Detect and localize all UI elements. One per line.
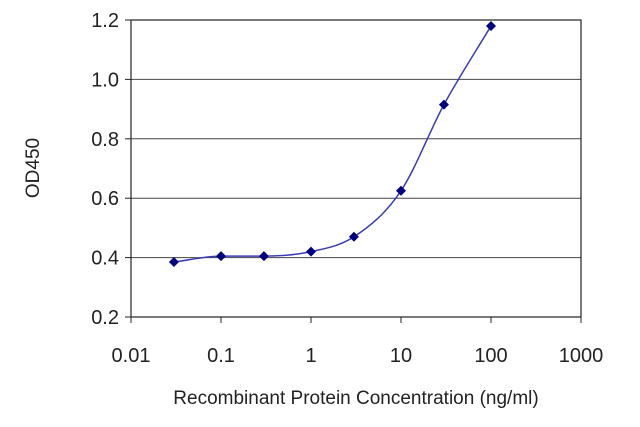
data-points <box>168 20 496 268</box>
data-point-marker <box>258 251 269 262</box>
y-axis-title: OD450 <box>23 138 44 198</box>
fitted-curve <box>173 25 492 263</box>
data-point-marker <box>396 185 406 196</box>
y-tick-label: 1.2 <box>91 10 119 32</box>
x-tick-label: 1000 <box>559 345 604 367</box>
y-tick-labels: 0.2 0.4 0.6 0.8 1.0 1.2 <box>91 10 119 329</box>
x-tick-label: 100 <box>474 345 507 367</box>
y-tick-label: 0.2 <box>91 307 119 329</box>
gridlines <box>131 78 581 259</box>
y-tick-label: 0.4 <box>91 248 119 270</box>
x-tick-label: 0.01 <box>112 345 151 367</box>
y-tick-label: 1.0 <box>91 69 119 91</box>
axis-ticks <box>125 19 582 323</box>
data-point-marker <box>168 257 179 268</box>
x-axis-title: Recombinant Protein Concentration (ng/ml… <box>173 388 538 409</box>
x-tick-label: 10 <box>390 345 412 367</box>
data-point-marker <box>438 99 449 110</box>
x-tick-label: 0.1 <box>207 345 235 367</box>
y-tick-label: 0.8 <box>91 129 119 151</box>
plot-area-frame <box>130 19 582 318</box>
data-point-marker <box>348 231 359 242</box>
data-point-marker <box>306 246 316 257</box>
x-tick-label: 1 <box>305 345 316 367</box>
x-tick-labels: 0.01 0.1 1 10 100 1000 <box>112 345 604 367</box>
data-point-marker <box>216 251 226 262</box>
y-tick-label: 0.6 <box>91 188 119 210</box>
data-point-marker <box>486 20 496 31</box>
